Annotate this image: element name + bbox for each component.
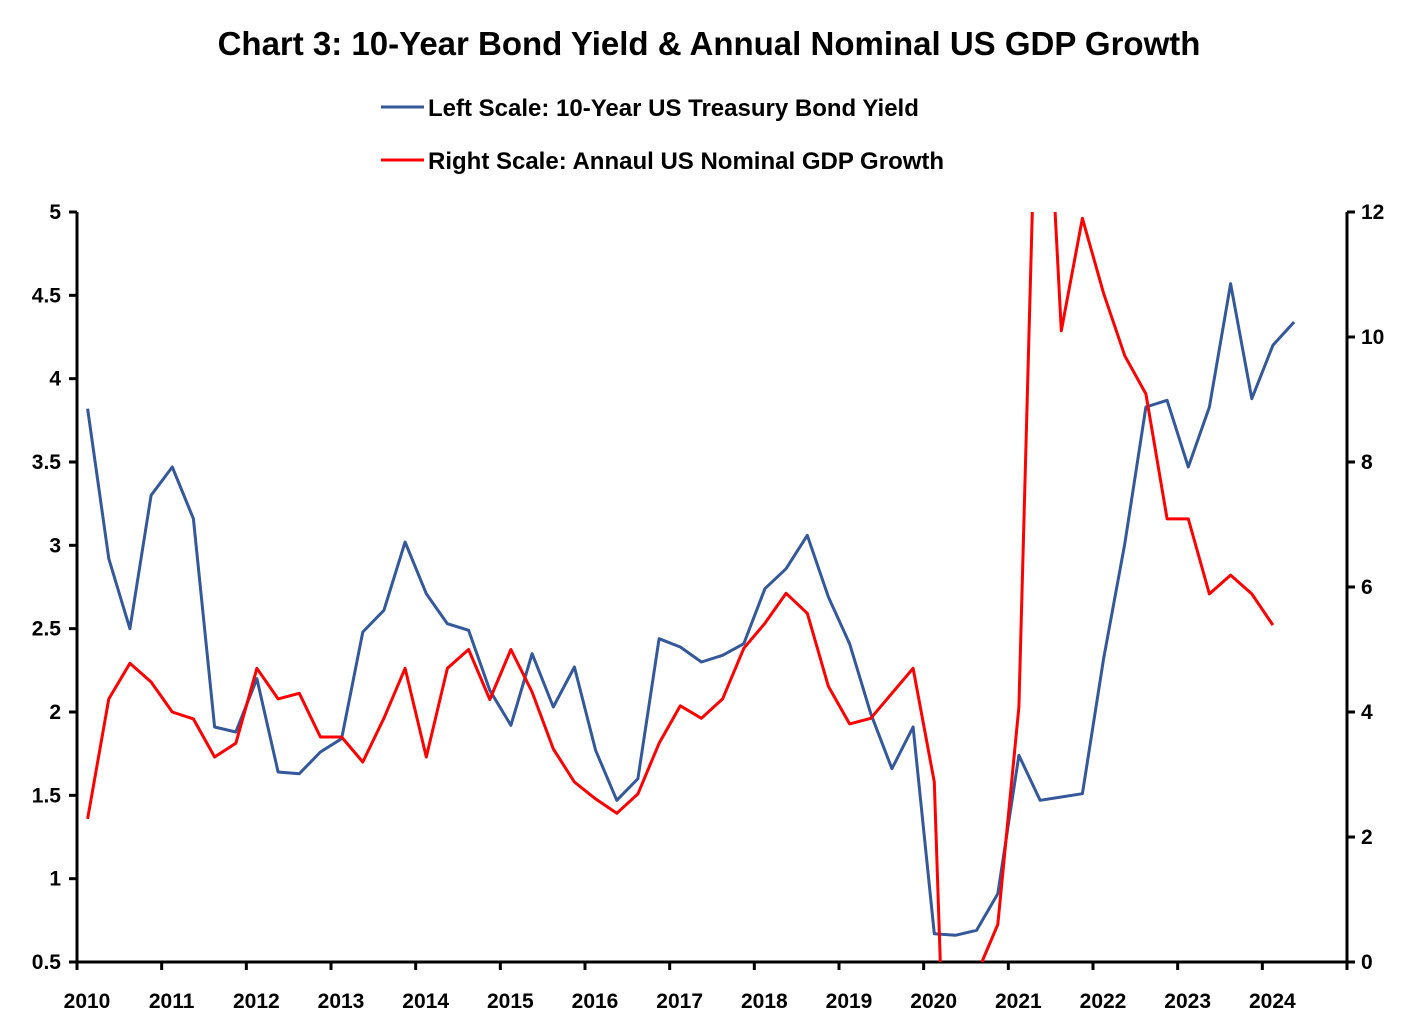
axes: 0.5 1 1.5 2 2.5 3 3.5 4 4.5 5 0 2 4 6 8 10 12 2010 2011 201… [32, 201, 1385, 1013]
x-axis-tick-label: 2021 [995, 990, 1042, 1013]
right-axis-tick-label: 4 [1361, 701, 1373, 724]
right-axis-tick-label: 10 [1361, 326, 1384, 349]
gdp-growth-line [980, 211, 1034, 963]
right-axis-tick-label: 2 [1361, 826, 1373, 849]
left-axis-tick-label: 3.5 [32, 451, 62, 474]
right-axis-tick-label: 12 [1361, 201, 1384, 224]
left-axis-tick-label: 0.5 [32, 951, 62, 974]
right-axis-tick-label: 0 [1361, 951, 1373, 974]
bond-yield-line [86, 282, 1296, 937]
legend: Left Scale: 10-Year US Treasury Bond Yie… [381, 95, 944, 175]
left-axis-tick-label: 2.5 [32, 618, 62, 641]
left-axis-tick-label: 1.5 [32, 784, 62, 807]
left-axis-tick-label: 5 [49, 201, 61, 224]
x-axis-tick-label: 2022 [1080, 990, 1127, 1013]
series-lines [86, 211, 1296, 963]
right-axis-tick-label: 8 [1361, 451, 1373, 474]
left-axis-tick-label: 1 [49, 868, 61, 891]
x-axis-tick-label: 2017 [656, 990, 703, 1013]
legend-label-gdp-growth: Right Scale: Annaul US Nominal GDP Growt… [428, 148, 944, 175]
x-axis-tick-label: 2014 [402, 990, 449, 1013]
left-axis-tick-label: 4 [49, 368, 61, 391]
x-axis-tick-label: 2019 [826, 990, 873, 1013]
x-axis-tick-label: 2012 [233, 990, 280, 1013]
left-axis-tick-label: 3 [49, 534, 61, 557]
x-axis-tick-label: 2020 [910, 990, 957, 1013]
x-axis-tick-label: 2018 [741, 990, 788, 1013]
x-axis-tick-label: 2016 [572, 990, 619, 1013]
legend-label-bond-yield: Left Scale: 10-Year US Treasury Bond Yie… [428, 95, 919, 122]
x-axis-tick-label: 2015 [487, 990, 534, 1013]
x-axis-tick-label: 2010 [64, 990, 111, 1013]
chart-title: Chart 3: 10-Year Bond Yield & Annual Nom… [218, 25, 1201, 62]
left-axis-tick-label: 4.5 [32, 284, 62, 307]
left-axis-tick-label: 2 [49, 701, 61, 724]
x-axis-tick-label: 2011 [149, 990, 195, 1013]
right-axis-tick-label: 6 [1361, 576, 1373, 599]
x-axis-tick-label: 2013 [318, 990, 365, 1013]
x-axis-tick-label: 2024 [1249, 990, 1296, 1013]
gdp-growth-line [1053, 211, 1275, 626]
gdp-growth-line [86, 591, 942, 963]
x-axis-tick-label: 2023 [1164, 990, 1211, 1013]
